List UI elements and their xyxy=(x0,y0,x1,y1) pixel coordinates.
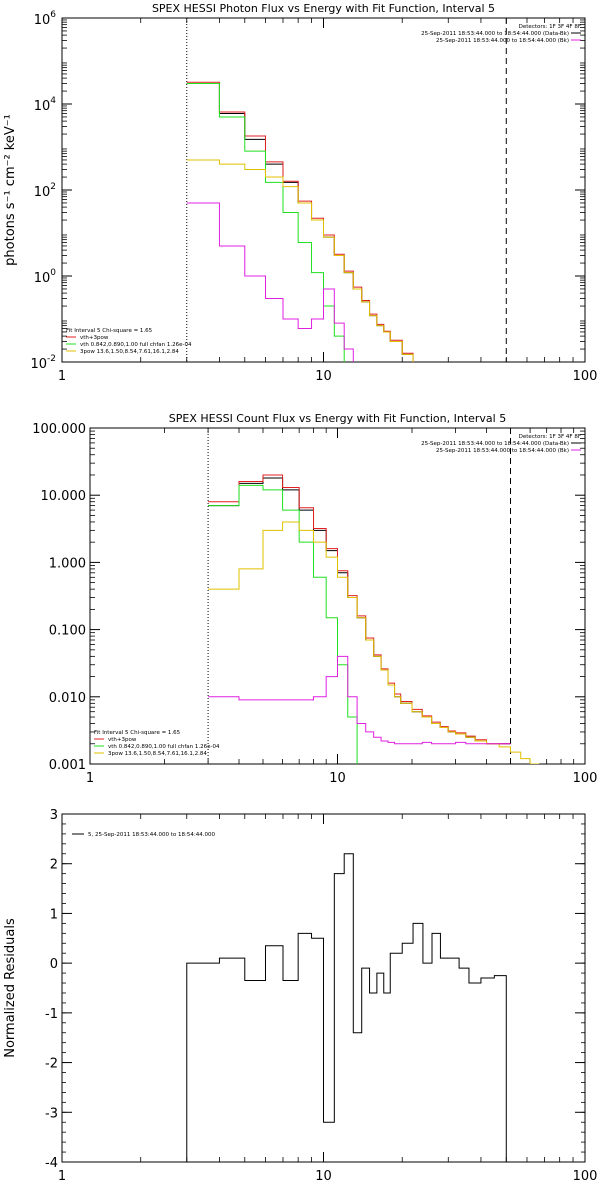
y-tick-label: -3 xyxy=(45,1106,58,1121)
y-tick-label: -2 xyxy=(45,1057,58,1072)
chart-panel-3: 1 10 100 -4 -3 -2 -1 0 1 2 3 Normalized Residuals 5,… xyxy=(3,808,597,1184)
y-tick-base: 10 xyxy=(34,185,51,200)
y-tick-label: 0.001 xyxy=(49,758,86,773)
x-tick-label: 1 xyxy=(58,1169,66,1184)
series-3pow xyxy=(186,159,414,362)
x-tick-label: 10 xyxy=(315,1169,332,1184)
legend-fit-title: Fit Interval 5 Chi-square = 1.65 xyxy=(66,328,153,334)
x-tick-label: 1 xyxy=(58,369,66,384)
y-tick-exponent: 2 xyxy=(50,182,56,192)
x-tick-label: 100 xyxy=(573,369,598,384)
chart-title: SPEX HESSI Count Flux vs Energy with Fit… xyxy=(169,412,506,425)
y-tick-label: 3 xyxy=(50,808,58,823)
series-3pow xyxy=(208,521,540,764)
y-tick-base: 10 xyxy=(34,271,51,286)
y-tick-base: 10 xyxy=(34,99,51,114)
series-background xyxy=(186,202,354,362)
x-tick-label: 1 xyxy=(86,771,94,786)
chart-panel-1: SPEX HESSI Photon Flux vs Energy with Fi… xyxy=(3,2,598,384)
y-tick-label: 1.000 xyxy=(49,556,86,571)
x-tick-label: 10 xyxy=(315,369,332,384)
y-tick-exponent: 6 xyxy=(50,10,56,20)
legend-item-label: 3pow 13.6,1.50,8.54,7.61,16.1,2.84 xyxy=(108,751,207,757)
y-tick-label: 102 xyxy=(34,182,56,200)
legend-item-label: 25-Sep-2011 18:53:44.000 to 18:54:44.000… xyxy=(436,448,569,454)
y-tick-label: 0 xyxy=(50,957,58,972)
legend-item-label: 3pow 13.6,1.50,8.54,7.61,16.1,2.84 xyxy=(80,349,179,355)
y-tick-label: -1 xyxy=(45,1007,58,1022)
series-vth xyxy=(186,82,345,362)
y-tick-label: 10-2 xyxy=(30,354,56,372)
legend-fit-title: Fit Interval 5 Chi-square = 1.65 xyxy=(94,730,181,736)
y-tick-label: 106 xyxy=(34,10,57,28)
legend-item-label: 25-Sep-2011 18:53:44.000 to 18:54:44.000… xyxy=(421,31,569,37)
y-tick-label: 10.000 xyxy=(41,489,87,504)
series-residuals xyxy=(186,853,507,1162)
y-tick-base: 10 xyxy=(34,13,51,28)
y-tick-base: 10 xyxy=(30,357,47,372)
y-tick-exponent: 0 xyxy=(50,268,56,278)
legend-item-label: 5, 25-Sep-2011 18:53:44.000 to 18:54:44.… xyxy=(88,832,215,838)
legend-item-label: vth+3pow xyxy=(108,737,137,743)
legend-item-label: 25-Sep-2011 18:53:44.000 to 18:54:44.000… xyxy=(436,38,569,44)
chart-title: SPEX HESSI Photon Flux vs Energy with Fi… xyxy=(152,2,495,15)
y-tick-label: 104 xyxy=(34,96,57,114)
y-tick-label: 100.000 xyxy=(32,422,86,437)
y-tick-exponent: -2 xyxy=(47,354,56,364)
x-tick-label: 10 xyxy=(329,771,346,786)
series-background xyxy=(208,655,511,745)
legend-item-label: vth 0.842,0.890,1.00 full chfan 1.26e-04 xyxy=(80,342,192,348)
y-tick-label: 100 xyxy=(34,268,57,286)
legend-detectors: Detectors: 1F 3F 4F 8F xyxy=(519,24,581,30)
legend-detectors: Detectors: 1F 3F 4F 8F xyxy=(519,434,581,440)
x-tick-label: 100 xyxy=(573,771,598,786)
y-tick-label: 0.010 xyxy=(49,691,86,706)
x-tick-label: 100 xyxy=(573,1169,598,1184)
legend-item-label: vth 0.842,0.890,1.00 full chfan 1.26e-04 xyxy=(108,744,220,750)
y-tick-exponent: 4 xyxy=(50,96,56,106)
y-axis-label: photons s⁻¹ cm⁻² keV⁻¹ xyxy=(3,114,18,266)
y-axis-label: Normalized Residuals xyxy=(3,918,18,1058)
series-vth xyxy=(208,484,358,764)
chart-panel-2: SPEX HESSI Count Flux vs Energy with Fit… xyxy=(32,412,597,786)
y-tick-label: 2 xyxy=(50,858,58,873)
legend-item-label: 25-Sep-2011 18:53:44.000 to 18:54:44.000… xyxy=(421,441,569,447)
legend-item-label: vth+3pow xyxy=(80,335,109,341)
y-tick-label: 0.100 xyxy=(49,624,86,639)
y-tick-label: -4 xyxy=(45,1156,58,1171)
y-tick-label: 1 xyxy=(50,907,58,922)
